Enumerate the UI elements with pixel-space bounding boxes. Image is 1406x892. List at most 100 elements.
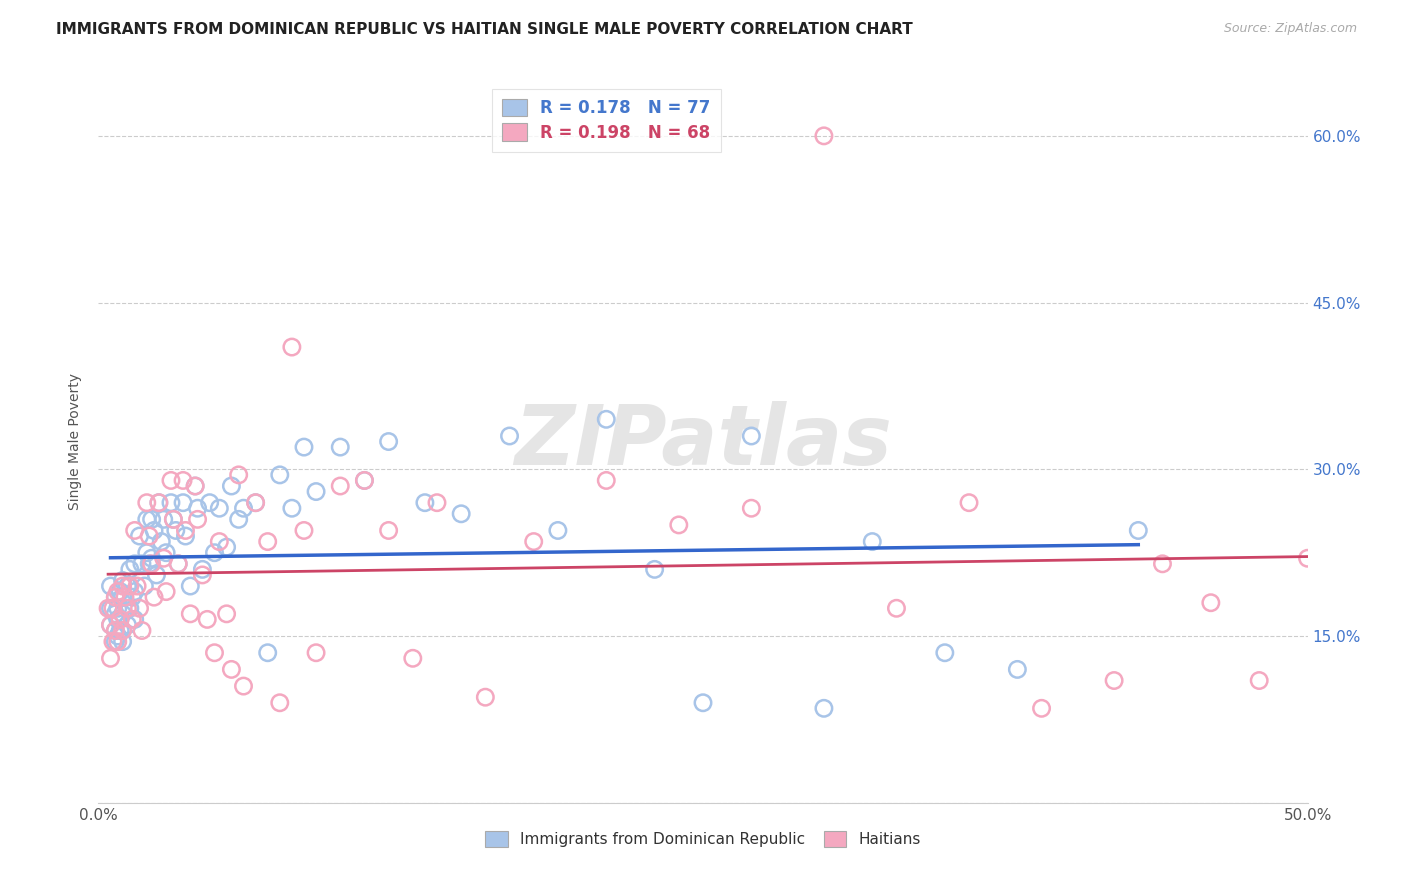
Point [215, 607, 238, 621]
Point [138, 557, 160, 571]
Point [117, 601, 139, 615]
Point [155, 584, 177, 599]
Point [108, 624, 131, 638]
Point [117, 618, 139, 632]
Point [191, 568, 214, 582]
Point [141, 512, 163, 526]
Point [228, 512, 250, 526]
Point [292, 440, 315, 454]
Point [104, 634, 127, 648]
Point [141, 557, 163, 571]
Point [104, 624, 127, 638]
Point [111, 574, 134, 588]
Point [353, 474, 375, 488]
Point [187, 512, 209, 526]
Point [107, 612, 129, 626]
Point [413, 496, 436, 510]
Point [100, 579, 122, 593]
Point [111, 634, 134, 648]
Point [107, 601, 129, 615]
Point [228, 467, 250, 482]
Point [232, 679, 254, 693]
Point [402, 651, 425, 665]
Point [281, 501, 304, 516]
Point [174, 529, 197, 543]
Point [165, 524, 187, 538]
Point [305, 646, 328, 660]
Point [269, 696, 291, 710]
Point [162, 512, 184, 526]
Point [167, 557, 190, 571]
Point [245, 496, 267, 510]
Point [101, 601, 124, 615]
Point [172, 474, 194, 488]
Point [108, 612, 131, 626]
Point [426, 496, 449, 510]
Point [100, 618, 122, 632]
Point [121, 590, 143, 604]
Point [135, 546, 157, 560]
Point [1031, 701, 1053, 715]
Point [256, 534, 278, 549]
Point [100, 618, 122, 632]
Point [118, 562, 141, 576]
Text: IMMIGRANTS FROM DOMINICAN REPUBLIC VS HAITIAN SINGLE MALE POVERTY CORRELATION CH: IMMIGRANTS FROM DOMINICAN REPUBLIC VS HA… [56, 22, 912, 37]
Point [1007, 662, 1029, 676]
Point [740, 429, 762, 443]
Point [1102, 673, 1125, 688]
Point [187, 501, 209, 516]
Point [191, 562, 214, 576]
Point [184, 479, 207, 493]
Point [174, 524, 197, 538]
Point [204, 546, 226, 560]
Point [292, 524, 315, 538]
Point [131, 557, 153, 571]
Point [204, 646, 226, 660]
Point [135, 512, 157, 526]
Point [595, 412, 617, 426]
Point [179, 579, 201, 593]
Point [886, 601, 908, 615]
Point [450, 507, 472, 521]
Point [104, 624, 127, 638]
Point [118, 601, 141, 615]
Point [148, 496, 170, 510]
Point [740, 501, 762, 516]
Point [143, 524, 166, 538]
Point [104, 590, 127, 604]
Point [208, 534, 231, 549]
Point [498, 429, 520, 443]
Point [155, 546, 177, 560]
Point [232, 501, 254, 516]
Point [124, 612, 146, 626]
Point [124, 557, 146, 571]
Point [547, 524, 569, 538]
Legend: Immigrants from Dominican Republic, Haitians: Immigrants from Dominican Republic, Hait… [479, 825, 927, 853]
Point [644, 562, 666, 576]
Point [172, 496, 194, 510]
Point [148, 496, 170, 510]
Point [221, 479, 243, 493]
Point [160, 474, 183, 488]
Point [117, 579, 139, 593]
Point [813, 701, 835, 715]
Point [184, 479, 207, 493]
Point [121, 612, 143, 626]
Point [595, 474, 617, 488]
Point [152, 512, 174, 526]
Point [107, 584, 129, 599]
Point [107, 634, 129, 648]
Point [143, 590, 166, 604]
Point [1128, 524, 1150, 538]
Point [692, 696, 714, 710]
Point [1152, 557, 1174, 571]
Point [135, 496, 157, 510]
Point [269, 467, 291, 482]
Point [114, 590, 136, 604]
Point [377, 434, 399, 449]
Point [179, 607, 201, 621]
Point [221, 662, 243, 676]
Point [124, 584, 146, 599]
Text: ZIPatlas: ZIPatlas [515, 401, 891, 482]
Point [104, 590, 127, 604]
